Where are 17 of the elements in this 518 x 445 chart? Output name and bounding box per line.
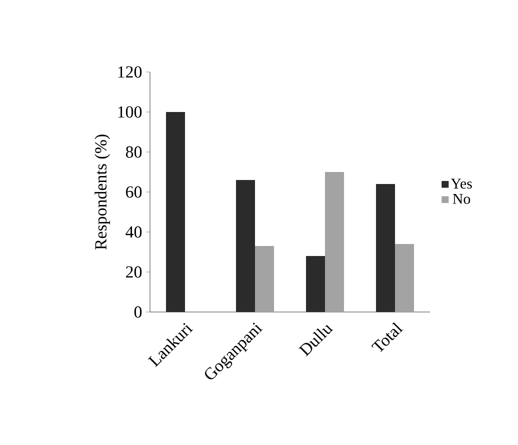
y-tick-label: 100 xyxy=(118,106,142,118)
y-tick-label: 20 xyxy=(126,266,142,278)
y-axis-title: Respondents (%) xyxy=(94,134,110,250)
bar xyxy=(325,172,344,312)
y-tick-label: 120 xyxy=(118,66,142,78)
legend-label: Yes xyxy=(450,178,472,189)
legend-label: No xyxy=(452,194,470,204)
y-tick-label: 80 xyxy=(126,146,142,158)
bar xyxy=(395,244,414,312)
bar xyxy=(255,246,274,312)
bar xyxy=(236,180,255,312)
y-tick-label: 40 xyxy=(126,226,142,238)
bar xyxy=(166,112,185,312)
bar xyxy=(306,256,326,312)
y-tick-label: 60 xyxy=(126,186,142,198)
bar xyxy=(376,184,396,312)
y-tick-label: 0 xyxy=(134,306,142,318)
